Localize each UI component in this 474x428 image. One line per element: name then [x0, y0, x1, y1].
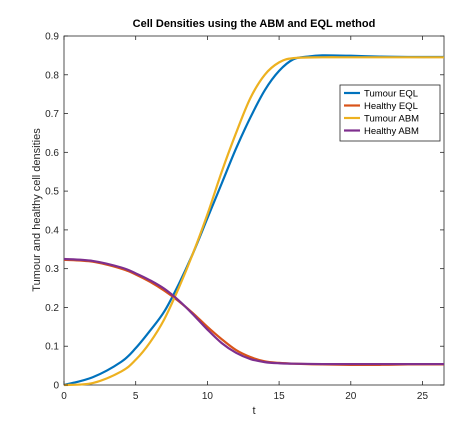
axis-ticks: 0 5 10 15 20 25 0 0.1 0.2 0.3 0.4 0.5 0.6 0.7 0.8 0.9 — [45, 32, 444, 402]
y-tick-label: 0 — [53, 381, 59, 392]
legend-label-3: Healthy ABM — [364, 126, 419, 137]
x-tick-label: 25 — [417, 391, 429, 402]
y-tick-label: 0.9 — [45, 32, 59, 43]
chart-title: Cell Densities using the ABM and EQL met… — [133, 18, 376, 30]
y-tick-label: 0.1 — [45, 342, 59, 353]
legend-label-0: Tumour EQL — [364, 89, 418, 100]
x-tick-label: 10 — [202, 391, 214, 402]
legend-box — [339, 84, 441, 142]
y-tick-label: 0.3 — [45, 264, 59, 275]
x-tick-label: 20 — [345, 391, 357, 402]
legend-label-2: Tumour ABM — [364, 114, 419, 125]
series-lines — [63, 54, 445, 387]
series-line-0 — [63, 54, 445, 387]
x-tick-label: 5 — [133, 391, 139, 402]
series-line-3 — [63, 257, 444, 366]
x-axis-label: t — [252, 405, 255, 417]
y-tick-label: 0.4 — [45, 225, 59, 236]
y-tick-label: 0.2 — [45, 303, 59, 314]
y-tick-label: 0.7 — [45, 109, 59, 120]
series-line-2 — [63, 56, 444, 387]
y-tick-label: 0.8 — [45, 70, 59, 81]
y-axis-label: Tumour and healthy cell densities — [31, 128, 43, 292]
x-tick-label: 15 — [274, 391, 286, 402]
x-tick-label: 0 — [61, 391, 67, 402]
y-tick-label: 0.6 — [45, 148, 59, 159]
legend-label-1: Healthy EQL — [364, 101, 418, 112]
y-tick-label: 0.5 — [45, 187, 59, 198]
